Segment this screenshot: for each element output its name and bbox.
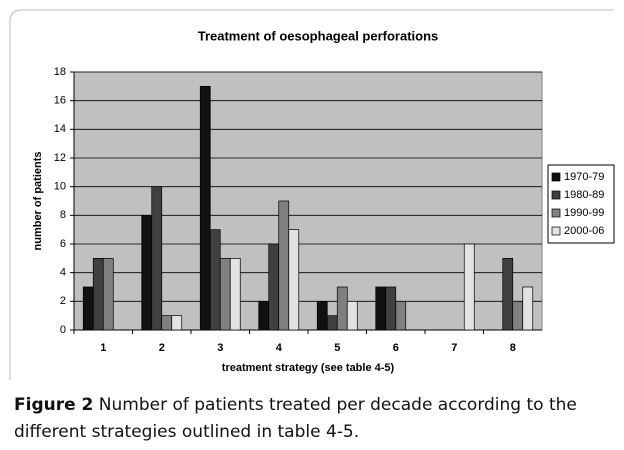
legend-label: 1980-89	[564, 189, 604, 201]
x-tick-label: 8	[510, 342, 516, 354]
bar	[288, 229, 300, 331]
y-tick-label: 0	[60, 324, 66, 336]
x-tick-label: 1	[100, 342, 106, 354]
legend-label: 1970-79	[564, 171, 604, 183]
x-tick-label: 2	[159, 342, 165, 354]
bar	[385, 286, 397, 331]
y-tick-label: 8	[60, 209, 66, 221]
bar	[199, 85, 211, 331]
caption-text: Number of patients treated per decade ac…	[14, 395, 577, 442]
bar	[346, 300, 358, 331]
legend-swatch	[551, 172, 561, 182]
bar	[395, 300, 407, 331]
bar	[278, 200, 290, 331]
y-tick-label: 6	[60, 238, 66, 250]
x-tick-label: 4	[276, 342, 283, 354]
y-axis-label: number of patients	[32, 151, 44, 250]
bar	[219, 257, 231, 331]
bar	[502, 257, 514, 331]
bar	[463, 243, 475, 331]
bar	[102, 257, 114, 331]
bar	[229, 257, 241, 331]
legend-swatch	[551, 190, 561, 200]
y-tick-label: 12	[54, 152, 66, 164]
chart: Treatment of oesophageal perforations tr…	[9, 9, 615, 380]
caption: Figure 2 Number of patients treated per …	[14, 392, 614, 446]
bar	[171, 315, 183, 331]
bar	[92, 257, 104, 331]
bar	[151, 186, 163, 331]
legend-label: 2000-06	[564, 225, 604, 237]
bar	[375, 286, 387, 331]
y-tick-label: 14	[54, 123, 66, 135]
bar	[268, 243, 280, 331]
y-tick-label: 2	[60, 295, 66, 307]
bar	[258, 300, 270, 331]
bar	[82, 286, 94, 331]
bar	[326, 315, 338, 331]
legend-swatch	[551, 226, 561, 236]
bar	[209, 229, 221, 331]
y-tick-label: 18	[54, 66, 66, 78]
bar	[316, 300, 328, 331]
bar	[336, 286, 348, 331]
legend-label: 1990-99	[564, 207, 604, 219]
x-tick-label: 7	[451, 342, 457, 354]
legend-swatch	[551, 208, 561, 218]
chart-title: Treatment of oesophageal perforations	[198, 28, 439, 43]
x-axis-label: treatment strategy (see table 4-5)	[222, 362, 395, 374]
x-tick-label: 6	[393, 342, 399, 354]
x-tick-label: 5	[334, 342, 340, 354]
bar	[161, 315, 173, 331]
y-tick-label: 4	[60, 267, 66, 279]
bar	[512, 300, 524, 331]
x-tick-label: 3	[217, 342, 223, 354]
bar	[141, 214, 153, 331]
chart-frame	[9, 9, 614, 380]
bar	[522, 286, 534, 331]
y-tick-label: 16	[54, 95, 66, 107]
y-tick-label: 10	[54, 181, 66, 193]
caption-label: Figure 2	[14, 395, 94, 415]
